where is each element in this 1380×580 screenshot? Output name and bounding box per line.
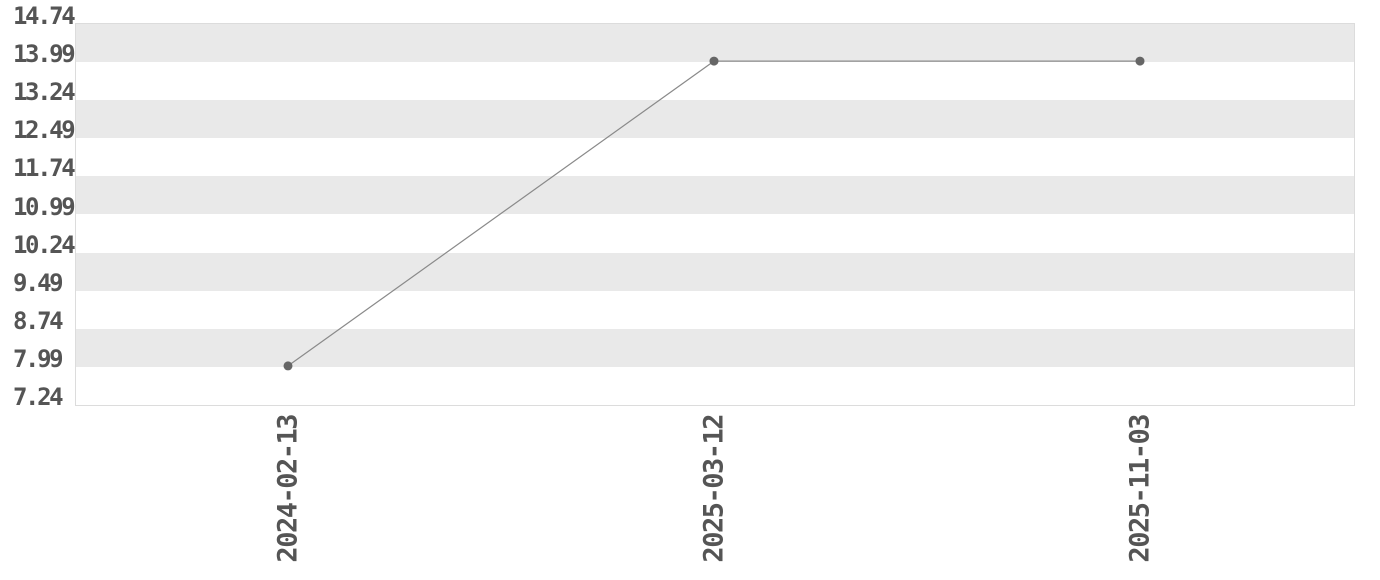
grid-band xyxy=(76,176,1354,215)
y-axis-tick-label: 14.74 xyxy=(13,2,76,30)
grid-band xyxy=(76,366,1354,405)
grid-band xyxy=(76,100,1354,139)
plot-area xyxy=(75,23,1355,406)
grid-band xyxy=(76,328,1354,367)
grid-band xyxy=(76,290,1354,329)
data-line xyxy=(287,60,1140,367)
y-axis-tick-label: 7.99 xyxy=(13,344,64,373)
y-axis-tick-label: 12.49 xyxy=(13,116,76,145)
data-point-marker xyxy=(283,361,293,371)
y-axis-tick-label: 13.24 xyxy=(13,78,76,107)
data-point-marker xyxy=(1135,56,1145,66)
grid-band xyxy=(76,138,1354,177)
y-axis-tick-label: 8.74 xyxy=(13,306,64,335)
y-axis-tick-label: 10.99 xyxy=(13,192,76,221)
y-axis-tick-label: 13.99 xyxy=(13,40,76,69)
y-axis-tick-label: 11.74 xyxy=(13,154,76,183)
y-axis-tick-label: 7.24 xyxy=(13,383,64,411)
y-axis-tick-label: 9.49 xyxy=(13,268,64,297)
data-point-marker xyxy=(709,56,719,66)
grid-band xyxy=(76,62,1354,101)
grid-band xyxy=(76,252,1354,291)
y-axis-tick-label: 10.24 xyxy=(13,230,76,259)
grid-band xyxy=(76,214,1354,253)
grid-band xyxy=(76,24,1354,63)
